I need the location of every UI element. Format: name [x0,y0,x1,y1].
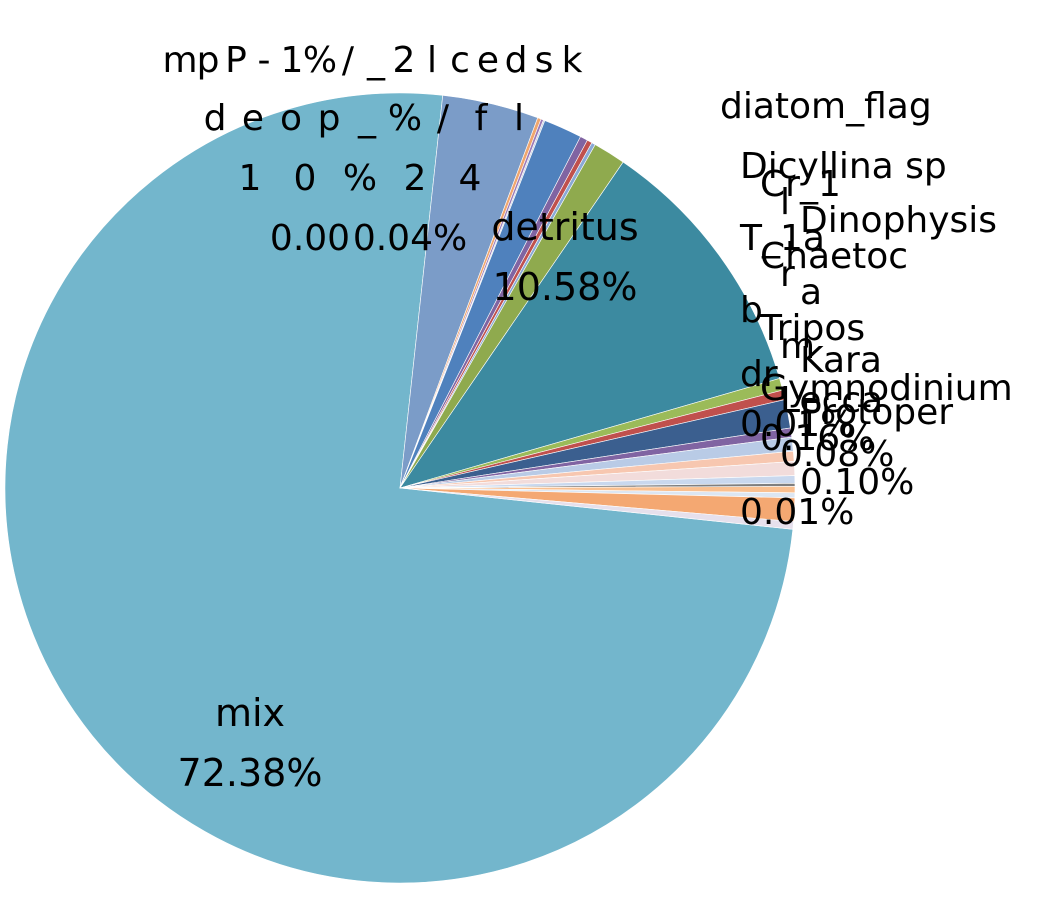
label-cluster-row4: 0.00 [270,218,350,259]
label-detritus-name: detritus [491,205,638,249]
label-cluster-top: k [562,40,583,81]
label-cluster-top: d [505,40,528,81]
label-right-stack: Gymnodinium [760,368,1013,409]
label-cluster-row4: 0.04% [353,218,467,259]
label-right-stack: T_1a [739,218,825,259]
label-cluster-row2: f [475,98,489,139]
label-cluster-top: e [477,40,499,81]
pie-slices [4,92,796,884]
label-right-stack: r [780,254,795,295]
label-mix-pct: 72.38% [178,751,323,795]
label-cluster-row3: 4 [459,158,482,199]
label-right-stack: l [780,182,790,223]
label-cluster-top: / [342,40,355,81]
label-cluster-top: - [258,40,271,81]
label-right-stack: 0.08% [780,434,894,475]
label-right-stack: Kara [800,340,882,381]
label-right-stack: a [800,272,822,313]
label-cluster-row3: % [343,158,377,199]
label-cluster-row2: % [388,98,422,139]
label-right-stack: Protoper [800,392,953,433]
label-cluster-row2: _ [357,98,377,139]
label-cluster-top: % [303,40,337,81]
pie-slice-mix [4,92,794,884]
label-right-stack: Lecca [780,380,883,421]
label-cluster-top: 1 [281,40,304,81]
pie-slice-detritus [399,161,780,489]
label-right-stack: Cr_1 [760,164,841,205]
label-detritus-pct: 10.58% [493,265,638,309]
label-right-stack: 0.01% [740,404,854,445]
label-mix-name: mix [215,691,285,735]
pie-slice-23 [399,487,794,530]
label-cluster-row2: p [318,98,341,139]
label-right-stack: 0.16% [760,418,874,459]
label-right-stack: dr [740,354,778,395]
label-cluster-top: s [535,40,554,81]
label-right-stack: m [780,326,815,367]
label-cluster-row2: d [204,98,227,139]
label-right-stack: 0.01% [740,492,854,533]
label-cluster-top: _ [366,40,386,81]
label-cluster-row3: 0 [294,158,317,199]
label-right-stack: Dicyllina sp [740,146,947,187]
label-cluster-top: c [450,40,470,81]
label-right-stack: 0.10% [800,462,914,503]
label-cluster-top: m [162,40,197,81]
label-right-stack: Dinophysis [800,200,997,241]
label-cluster-row2: e [242,98,264,139]
label-cluster-row2: / [437,98,450,139]
label-cluster-row2: o [280,98,302,139]
label-cluster-top: p [197,40,220,81]
label-diatom-flag: diatom_flag [720,86,932,127]
label-cluster-row3: 2 [404,158,427,199]
label-cluster-top: P [225,40,247,81]
label-right-stack: Chaetoc [760,236,908,277]
label-cluster-row3: 1 [239,158,262,199]
label-cluster-top: l [427,40,437,81]
label-cluster-top: 2 [393,40,416,81]
label-right-stack: Tripos [759,308,865,349]
label-cluster-row2: l [514,98,524,139]
label-right-stack: b [740,290,763,331]
